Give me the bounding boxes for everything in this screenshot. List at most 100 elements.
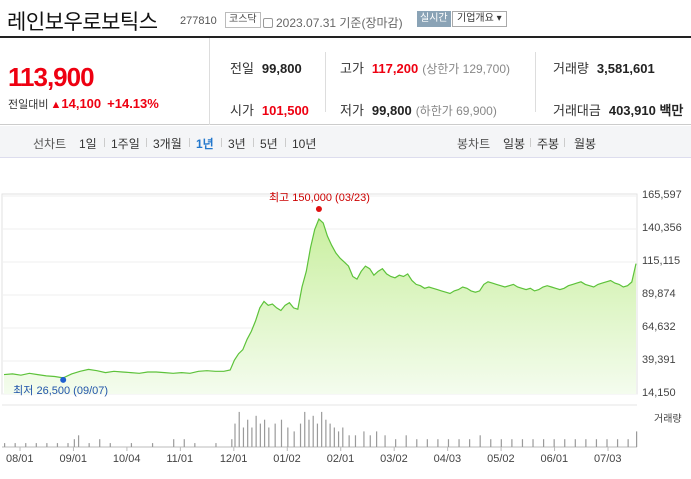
high-label: 고가 [340, 61, 364, 76]
volume-bar [553, 439, 555, 447]
high-marker [315, 206, 322, 213]
volume-bar [242, 427, 245, 447]
stock-name: 레인보우로보틱스 [7, 11, 158, 34]
volume-bar [308, 419, 310, 447]
volume-label: 거래량 [654, 414, 682, 425]
tab-5y[interactable]: 5년 [260, 137, 278, 151]
volume-bar [458, 439, 460, 447]
y-tick-label: 89,874 [642, 288, 676, 300]
tab-separator [189, 138, 190, 147]
volume-bar [395, 439, 397, 447]
volume-bar [342, 427, 344, 447]
volume-bar [274, 423, 276, 447]
stock-header: 레인보우로보틱스 277810 코스닥 2023.07.31 기준(장마감) 실… [0, 0, 691, 36]
volume-bar [215, 443, 217, 447]
company-overview-button[interactable]: 기업개요 ▾ [452, 11, 507, 27]
volume-bar [574, 439, 576, 447]
x-tick-label: 11/01 [166, 453, 194, 465]
volume-bar [384, 435, 386, 447]
prev-close-value: 99,800 [261, 61, 302, 76]
tab-3y[interactable]: 3년 [228, 137, 246, 151]
volume-bar [268, 427, 270, 447]
high-marker-label: 최고 150,000 (03/23) [268, 192, 370, 204]
low-value: 99,800 [371, 103, 412, 118]
volume-bar [73, 439, 75, 447]
volume-bar [238, 411, 240, 447]
volume-bar [329, 423, 331, 447]
low-marker-label: 최저 26,500 (09/07) [13, 384, 109, 397]
realtime-button[interactable]: 실시간 [417, 11, 451, 27]
tab-separator [530, 138, 531, 147]
quote-panel: 113,900 전일대비 ▲14,100 +14.13% 전일 99,800 시가 10… [0, 36, 691, 125]
volume-bar [376, 431, 378, 447]
tab-daily-candle[interactable]: 일봉 [503, 137, 526, 151]
y-tick-label: 115,115 [642, 255, 681, 267]
volume-bar [337, 431, 340, 447]
x-tick-label: 03/02 [380, 453, 408, 465]
open-value: 101,500 [261, 103, 309, 118]
tab-1y[interactable]: 1년 [196, 137, 214, 151]
volume-bar [564, 439, 566, 447]
tab-separator [146, 138, 147, 147]
y-tick-label: 64,632 [642, 321, 676, 333]
amount-value: 403,910 백만 [608, 103, 684, 118]
x-tick-label: 04/03 [433, 453, 462, 465]
x-tick-label: 01/02 [273, 453, 301, 465]
base-date: 2023.07.31 기준(장마감) [263, 14, 403, 31]
volume-bar [231, 439, 233, 447]
volume-bar [447, 439, 450, 447]
x-tick-label: 08/01 [6, 453, 34, 465]
market-badge: 코스닥 [225, 12, 261, 28]
volume-bar [490, 439, 492, 447]
volume-bar [130, 443, 133, 447]
volume-bar [293, 431, 295, 447]
volume-bar [542, 439, 545, 447]
volume-bar [636, 431, 638, 447]
volume-bar [25, 443, 27, 447]
line-chart-label: 선차트 [33, 137, 67, 151]
tab-monthly-candle[interactable]: 월봉 [574, 137, 597, 151]
tab-10y[interactable]: 10년 [292, 137, 317, 151]
volume-bar [4, 443, 6, 447]
volume-bar [280, 419, 283, 447]
volume-bar [247, 419, 249, 447]
price-area-fill [4, 219, 636, 394]
volume-bar [99, 439, 101, 447]
volume-bar [321, 411, 323, 447]
volume-bar [312, 415, 314, 447]
tab-1d[interactable]: 1일 [79, 137, 97, 151]
volume-bar [109, 443, 111, 447]
upper-limit: (상한가 129,700) [422, 62, 511, 76]
volume-bar [251, 427, 253, 447]
low-label: 저가 [340, 103, 364, 118]
volume-bar [469, 439, 471, 447]
price-chart[interactable]: 165,597 140,356 115,115 89,874 64,632 39,391 1… [0, 186, 691, 479]
volume-bar [234, 423, 236, 447]
volume-bar [426, 439, 428, 447]
volume-bar [416, 439, 418, 447]
tab-3m[interactable]: 3개월 [153, 137, 182, 151]
y-tick-label: 165,597 [642, 189, 682, 201]
stock-code: 277810 [180, 15, 217, 27]
x-tick-label: 09/01 [59, 453, 87, 465]
volume-bar [627, 439, 629, 447]
volume-bar [585, 439, 587, 447]
volume-bar [363, 431, 365, 447]
volume-bar [194, 443, 196, 447]
volume-bar [405, 435, 407, 447]
high-value: 117,200 [371, 61, 419, 76]
volume-bar [348, 435, 350, 447]
clock-icon [263, 18, 273, 28]
tab-weekly-candle[interactable]: 주봉 [537, 137, 560, 151]
volume-bar [500, 439, 502, 447]
open-price: 시가 101,500 [230, 100, 309, 119]
prev-close: 전일 99,800 [230, 58, 302, 77]
volume-bar [304, 411, 306, 447]
tab-separator [564, 138, 565, 147]
tab-1w[interactable]: 1주일 [111, 137, 140, 151]
candle-chart-label: 봉차트 [457, 137, 491, 151]
volume-bar [56, 443, 59, 447]
volume-bar [299, 423, 302, 447]
volume-bar [606, 439, 608, 447]
volume-bar [595, 439, 598, 447]
